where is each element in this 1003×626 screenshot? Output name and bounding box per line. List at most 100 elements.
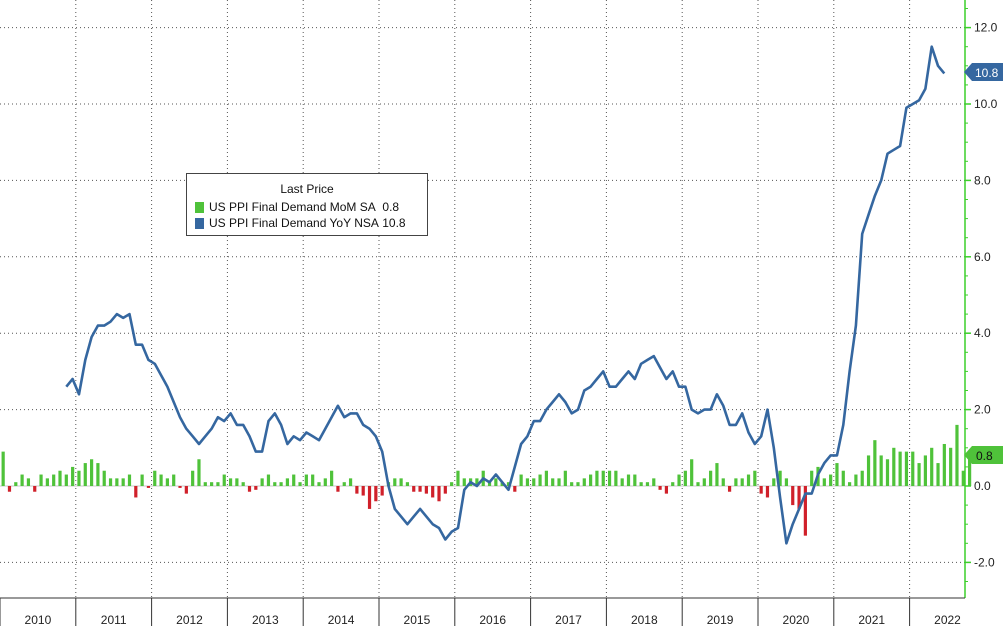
mom-bar bbox=[633, 474, 637, 486]
x-tick-label: 2020 bbox=[783, 613, 810, 626]
mom-bar bbox=[601, 470, 605, 486]
mom-bar bbox=[140, 474, 144, 486]
legend-swatch-mom bbox=[195, 201, 204, 213]
mom-bar bbox=[367, 486, 372, 509]
mom-bar bbox=[709, 470, 713, 486]
mom-bar bbox=[506, 482, 511, 486]
legend: Last Price US PPI Final Demand MoM SA 0.… bbox=[186, 173, 428, 236]
mom-bar bbox=[753, 470, 757, 486]
mom-bar bbox=[102, 470, 106, 486]
y-tick-label: 10.0 bbox=[974, 97, 998, 111]
x-tick-label: 2012 bbox=[176, 613, 203, 626]
legend-title: Last Price bbox=[280, 182, 334, 196]
mom-bar bbox=[715, 463, 719, 486]
mom-bar bbox=[917, 463, 921, 486]
mom-bar bbox=[936, 463, 940, 486]
mom-bar bbox=[791, 486, 795, 506]
mom-bar bbox=[671, 482, 675, 486]
mom-bar bbox=[279, 482, 283, 486]
mom-bar bbox=[374, 486, 378, 502]
mom-bar bbox=[538, 474, 542, 486]
y-tick-label: 2.0 bbox=[974, 403, 991, 417]
x-tick-label: 2010 bbox=[25, 613, 52, 626]
mom-bar bbox=[241, 482, 245, 486]
legend-value-yoy: 10.8 bbox=[382, 216, 406, 230]
grid-lines bbox=[0, 0, 965, 598]
mom-bar bbox=[20, 474, 24, 486]
mom-bar bbox=[829, 474, 833, 486]
x-tick-label: 2017 bbox=[555, 613, 582, 626]
mom-bar bbox=[797, 486, 801, 509]
mom-bar bbox=[563, 470, 567, 486]
mom-bar bbox=[254, 486, 258, 490]
mom-bar bbox=[734, 478, 738, 486]
mom-bar bbox=[348, 478, 353, 486]
mom-bar bbox=[134, 486, 138, 498]
mom-bar bbox=[203, 482, 207, 486]
mom-bar bbox=[285, 478, 290, 486]
mom-bar bbox=[570, 482, 574, 486]
mom-bar bbox=[228, 478, 233, 486]
mom-bar bbox=[96, 463, 100, 486]
mom-bar bbox=[841, 470, 845, 486]
mom-bar bbox=[822, 478, 826, 486]
mom-bar bbox=[424, 486, 428, 494]
x-tick-label: 2011 bbox=[101, 613, 127, 626]
mom-bar bbox=[462, 478, 466, 486]
mom-bar bbox=[904, 451, 909, 486]
mom-bar bbox=[45, 478, 49, 486]
mom-bar bbox=[721, 478, 725, 486]
mom-last-value-badge: 0.8 bbox=[964, 446, 1003, 464]
yoy-line bbox=[65, 45, 946, 545]
legend-label-mom: US PPI Final Demand MoM SA bbox=[209, 200, 376, 214]
mom-bar bbox=[551, 478, 555, 486]
mom-bar bbox=[89, 459, 94, 486]
mom-bar bbox=[639, 482, 643, 486]
mom-bar bbox=[412, 486, 416, 492]
mom-bar bbox=[165, 478, 169, 486]
mom-bar bbox=[443, 486, 447, 494]
mom-bar bbox=[544, 470, 548, 486]
mom-bar bbox=[942, 443, 946, 486]
mom-bar bbox=[52, 474, 56, 486]
mom-bar bbox=[664, 486, 669, 494]
mom-bar bbox=[866, 455, 871, 486]
mom-bar bbox=[172, 474, 176, 486]
mom-bar bbox=[784, 478, 789, 486]
mom-bar bbox=[317, 482, 321, 486]
mom-bar bbox=[759, 486, 763, 494]
x-axis-ticks: 2010 2011 2012 2013 2014 2015 2016 2017 2018 2019… bbox=[0, 598, 961, 626]
mom-bar bbox=[968, 455, 972, 486]
mom-bar bbox=[740, 478, 744, 486]
mom-bar bbox=[77, 470, 81, 486]
mom-bar bbox=[361, 486, 365, 496]
mom-bar bbox=[450, 482, 454, 486]
mom-bar bbox=[298, 482, 302, 486]
mom-bar bbox=[892, 447, 896, 486]
mom-bar bbox=[431, 486, 435, 498]
mom-bar bbox=[336, 486, 340, 492]
mom-bar bbox=[191, 470, 195, 486]
x-tick-label: 2013 bbox=[252, 613, 279, 626]
x-tick-label: 2019 bbox=[707, 613, 734, 626]
x-tick-label: 2018 bbox=[631, 613, 658, 626]
mom-bar bbox=[873, 440, 877, 486]
x-tick-label: 2022 bbox=[934, 613, 961, 626]
mom-bar bbox=[835, 463, 839, 486]
mom-bar bbox=[607, 470, 612, 486]
mom-bar bbox=[949, 447, 953, 486]
mom-bar bbox=[216, 482, 220, 486]
yoy-last-value-badge: 10.8 bbox=[964, 63, 1003, 81]
mom-bar bbox=[582, 478, 586, 486]
mom-bar bbox=[696, 482, 700, 486]
mom-bar bbox=[1, 451, 5, 486]
mom-bar bbox=[184, 486, 188, 494]
mom-bar bbox=[64, 474, 68, 486]
mom-bar bbox=[626, 474, 631, 486]
mom-bar bbox=[557, 478, 561, 486]
mom-bar bbox=[127, 474, 132, 486]
mom-bar bbox=[456, 470, 460, 486]
mom-bar bbox=[532, 478, 536, 486]
mom-bar bbox=[399, 478, 403, 486]
